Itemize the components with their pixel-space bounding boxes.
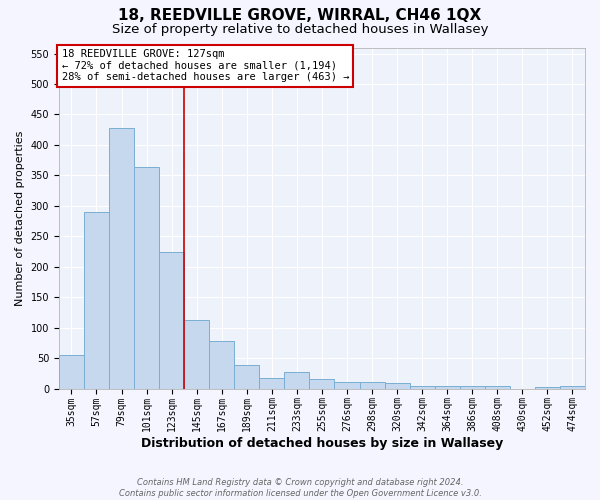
Bar [359, 382, 385, 388]
Bar [560, 386, 585, 388]
Bar [385, 383, 410, 388]
Bar [535, 386, 560, 388]
Text: Contains HM Land Registry data © Crown copyright and database right 2024.
Contai: Contains HM Land Registry data © Crown c… [119, 478, 481, 498]
Bar [410, 386, 434, 388]
Bar [109, 128, 134, 388]
Bar [59, 355, 84, 388]
Bar [259, 378, 284, 388]
Bar [485, 386, 510, 388]
Bar [184, 320, 209, 388]
Text: 18, REEDVILLE GROVE, WIRRAL, CH46 1QX: 18, REEDVILLE GROVE, WIRRAL, CH46 1QX [118, 8, 482, 22]
Y-axis label: Number of detached properties: Number of detached properties [15, 130, 25, 306]
Bar [84, 212, 109, 388]
Bar [209, 341, 234, 388]
Bar [434, 386, 460, 388]
X-axis label: Distribution of detached houses by size in Wallasey: Distribution of detached houses by size … [141, 437, 503, 450]
Text: 18 REEDVILLE GROVE: 127sqm
← 72% of detached houses are smaller (1,194)
28% of s: 18 REEDVILLE GROVE: 127sqm ← 72% of deta… [62, 49, 349, 82]
Bar [334, 382, 359, 388]
Bar [310, 379, 334, 388]
Bar [159, 252, 184, 388]
Bar [234, 366, 259, 388]
Text: Size of property relative to detached houses in Wallasey: Size of property relative to detached ho… [112, 22, 488, 36]
Bar [134, 168, 159, 388]
Bar [460, 386, 485, 388]
Bar [284, 372, 310, 388]
